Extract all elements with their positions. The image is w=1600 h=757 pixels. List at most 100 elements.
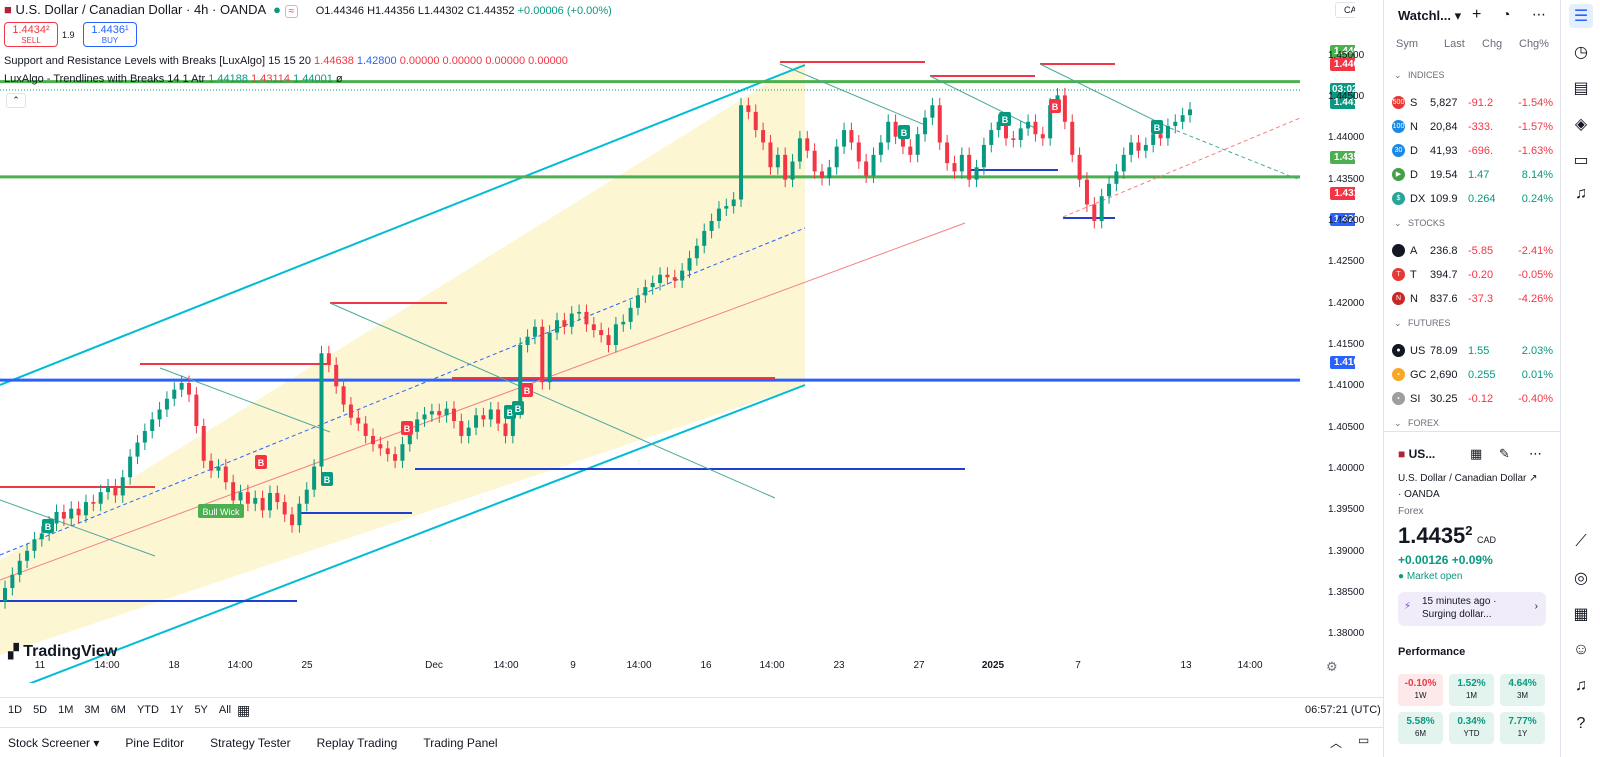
watchlist-row[interactable]: ⬩ GC 2,690 0.255 0.01% (1384, 364, 1561, 386)
candle-body (282, 502, 287, 515)
candle-body (1121, 154, 1126, 172)
timeframe-button[interactable]: 5Y (194, 704, 208, 716)
watchlist-row[interactable]: 100 N 20,84 -333. -1.57% (1384, 116, 1561, 138)
break-marker-bg (898, 125, 910, 139)
watchlist-icon[interactable]: ☰ (1569, 4, 1593, 28)
more-options-icon[interactable]: ⋯ (1532, 6, 1546, 22)
timeframe-button[interactable]: 1M (58, 704, 74, 716)
panel-tab[interactable]: Strategy Tester (210, 736, 291, 750)
timeframe-button[interactable]: YTD (136, 704, 159, 716)
watchlist-row[interactable]: ● US 78.09 1.55 2.03% (1384, 340, 1561, 362)
detail-symbol[interactable]: ■ US... (1398, 447, 1435, 461)
timeframe-button[interactable]: 1Y (169, 704, 184, 716)
column-header[interactable]: Chg (1482, 38, 1503, 50)
candle-body (1158, 134, 1163, 139)
price-main: 1.4435 (1398, 523, 1466, 548)
panel-tab[interactable]: Stock Screener ▾ (8, 736, 100, 750)
break-marker-label: B (1002, 115, 1009, 125)
indicator-params: 15 15 20 (268, 55, 311, 67)
help-icon[interactable]: ? (1576, 715, 1586, 732)
chart-area[interactable]: B B B B B B B B B B B Bull Wick ■ U.S. Dollar / Can… (0, 0, 1355, 683)
clock-display[interactable]: 06:57:21 (UTC) (1305, 704, 1381, 716)
price-axis[interactable]: 1.45000 1.44500 1.44000 1.43500 1.43000 1.425… (1318, 0, 1364, 683)
maximize-panel-icon[interactable]: ▭ (1358, 733, 1370, 747)
candle-body (209, 460, 214, 471)
candle-body (908, 146, 913, 155)
timeframe-button[interactable]: 3M (84, 704, 100, 716)
performance-cell[interactable]: 7.77% 1Y (1500, 712, 1545, 744)
bell-icon[interactable]: ♫ (1575, 185, 1587, 202)
chart-settings-icon[interactable]: ⚙ (1326, 659, 1338, 674)
timeframe-button[interactable]: 5D (33, 704, 48, 716)
panel-tab[interactable]: Pine Editor (125, 736, 185, 750)
date-range-icon[interactable]: ▦ (237, 702, 251, 718)
edit-icon[interactable]: ✎ (1499, 446, 1510, 461)
buy-button[interactable]: 1.4436¹ BUY (83, 22, 137, 47)
more-icon[interactable]: ⋯ (1529, 446, 1542, 461)
add-symbol-icon[interactable]: + (1472, 6, 1482, 23)
candle-body (518, 345, 523, 412)
symbol-header[interactable]: ■ U.S. Dollar / Canadian Dollar · 4h · O… (4, 2, 612, 18)
candle-body (429, 411, 434, 415)
calendar-list-icon[interactable]: ▤ (1573, 80, 1589, 97)
advanced-view-icon[interactable]: ◔ (1502, 6, 1511, 22)
timeframe-button[interactable]: All (218, 704, 232, 716)
sell-button[interactable]: 1.4434² SELL (4, 22, 58, 47)
panel-tab[interactable]: Trading Panel (423, 736, 498, 750)
indicator-legend-2[interactable]: LuxAlgo - Trendlines with Breaks 14 1 At… (4, 73, 343, 85)
column-header[interactable]: Chg% (1519, 38, 1549, 50)
watchlist-row[interactable]: N N 837.6 -37.3 -4.26% (1384, 288, 1561, 310)
detail-fullname[interactable]: U.S. Dollar / Canadian Dollar ↗ (1398, 473, 1538, 484)
candle-body (1070, 121, 1075, 155)
open-value: O1.44346 (315, 5, 365, 17)
layers-icon[interactable]: ◈ (1574, 116, 1588, 133)
layout-icon[interactable]: ▦ (1470, 446, 1483, 461)
x-tick-label: 16 (700, 660, 712, 671)
performance-cell[interactable]: 1.52% 1M (1449, 674, 1494, 706)
calendar-icon[interactable]: ▦ (1573, 606, 1589, 623)
watchlist-row[interactable]: ⬩ SI 30.25 -0.12 -0.40% (1384, 388, 1561, 410)
column-header[interactable]: Last (1444, 38, 1465, 50)
currency-selector[interactable]: CAD ▾ (1335, 2, 1355, 18)
candle-body (113, 486, 118, 496)
replay-badge[interactable]: ≈ (284, 5, 299, 18)
notification-icon[interactable]: ♫ (1575, 677, 1587, 694)
candle-body (849, 130, 854, 143)
alerts-clock-icon[interactable]: ◷ (1574, 44, 1588, 61)
x-tick-label: 25 (301, 660, 313, 671)
column-header[interactable]: Sym (1396, 38, 1418, 50)
watchlist-row[interactable]: ▶ D 19.54 1.47 8.14% (1384, 164, 1561, 186)
performance-cell[interactable]: 4.64% 3M (1500, 674, 1545, 706)
bull-wick-text: Bull Wick (202, 507, 240, 517)
chat-icon[interactable]: ▭ (1573, 152, 1589, 169)
watchlist-row[interactable]: A 236.8 -5.85 -2.41% (1384, 240, 1561, 262)
watchlist-row[interactable]: T T 394.7 -0.20 -0.05% (1384, 264, 1561, 286)
performance-cell[interactable]: -0.10% 1W (1398, 674, 1443, 706)
candle-body (488, 409, 493, 420)
collapse-legend-button[interactable]: ⌃ (6, 93, 26, 108)
watchlist-row[interactable]: 500 S 5,827 -91.2 -1.54% (1384, 92, 1561, 114)
trendline-tool-icon[interactable]: ⟋ (1575, 533, 1587, 550)
symbol-logo-icon: 100 (1392, 120, 1405, 133)
watchlist-row[interactable]: 30 D 41,93 -696. -1.63% (1384, 140, 1561, 162)
candle-body (32, 539, 37, 551)
candle-body (481, 415, 486, 420)
candle-body (1011, 138, 1016, 140)
indicator-legend-1[interactable]: Support and Resistance Levels with Break… (4, 55, 568, 67)
gauge-icon[interactable]: ◎ (1574, 570, 1588, 587)
candle-body (790, 161, 795, 180)
panel-tab[interactable]: Replay Trading (316, 736, 398, 750)
collapse-panel-icon[interactable]: ︿ (1330, 736, 1343, 750)
candle-body (164, 398, 169, 410)
people-icon[interactable]: ☺ (1572, 641, 1590, 658)
timeframe-button[interactable]: 6M (110, 704, 126, 716)
timeframe-button[interactable]: 1D (8, 704, 23, 716)
watchlist-row[interactable]: $ DX 109.9 0.264 0.24% (1384, 188, 1561, 210)
performance-cell[interactable]: 0.34% YTD (1449, 712, 1494, 744)
candle-body (584, 311, 589, 325)
candle-body (415, 419, 420, 432)
watchlist-title[interactable]: Watchl... ▾ (1398, 8, 1462, 23)
news-card[interactable]: ⚡ 15 minutes ago · Surging dollar... › (1398, 592, 1546, 626)
performance-cell[interactable]: 5.58% 6M (1398, 712, 1443, 744)
